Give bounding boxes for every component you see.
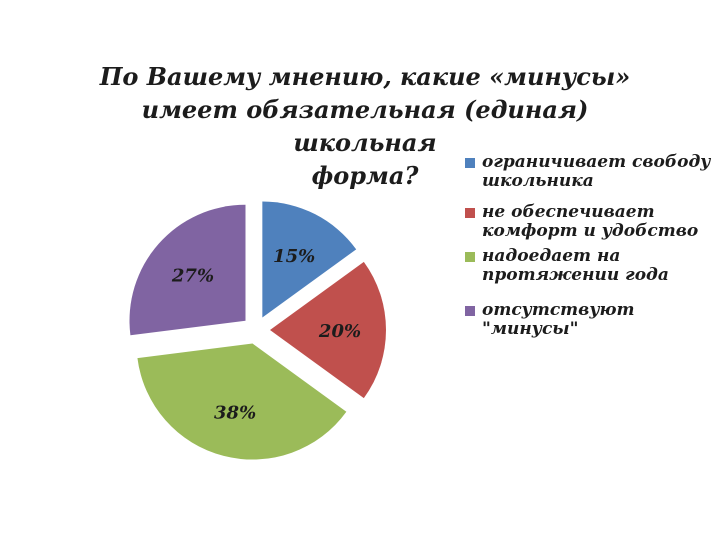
pie-value-label: 27% — [171, 265, 214, 286]
pie-slice-boring — [137, 343, 347, 460]
pie-slices — [129, 201, 386, 460]
legend-item-no-comfort: не обеспечивает комфорт и удобство — [462, 203, 712, 241]
legend-label: ограничивает свободу школьника — [482, 152, 711, 191]
legend-item-restricts-freedom: ограничивает свободу школьника — [462, 153, 712, 191]
legend-item-boring: надоедает на протяжении года — [462, 247, 712, 285]
pie-slice-restricts-freedom — [262, 201, 357, 318]
legend-item-no-minuses: отсутствуют "минусы" — [462, 301, 712, 339]
pie-value-label: 20% — [318, 321, 361, 342]
pie-slice-no-minuses — [129, 204, 246, 336]
chart-title-line-2: имеет обязательная (единая) школьная — [141, 95, 589, 157]
chart-title: По Вашему мнению, какие «минусы» имеет о… — [70, 60, 660, 192]
chart-title-line-1: По Вашему мнению, какие «минусы» — [99, 62, 631, 91]
chart-title-line-3: форма? — [311, 161, 419, 190]
legend-swatch — [465, 208, 475, 218]
legend-label: отсутствуют "минусы" — [482, 300, 635, 339]
pie-value-label: 38% — [214, 402, 256, 423]
legend-label: надоедает на протяжении года — [482, 246, 669, 285]
legend-swatch — [465, 252, 475, 262]
legend: ограничивает свободу школьника не обеспе… — [462, 153, 712, 355]
legend-swatch — [465, 158, 475, 168]
pie-labels: 15% 20% 38% 27% — [171, 246, 361, 423]
legend-swatch — [465, 306, 475, 316]
pie-value-label: 15% — [273, 246, 315, 267]
legend-label: не обеспечивает комфорт и удобство — [482, 202, 699, 241]
pie-slice-no-comfort — [270, 261, 386, 399]
